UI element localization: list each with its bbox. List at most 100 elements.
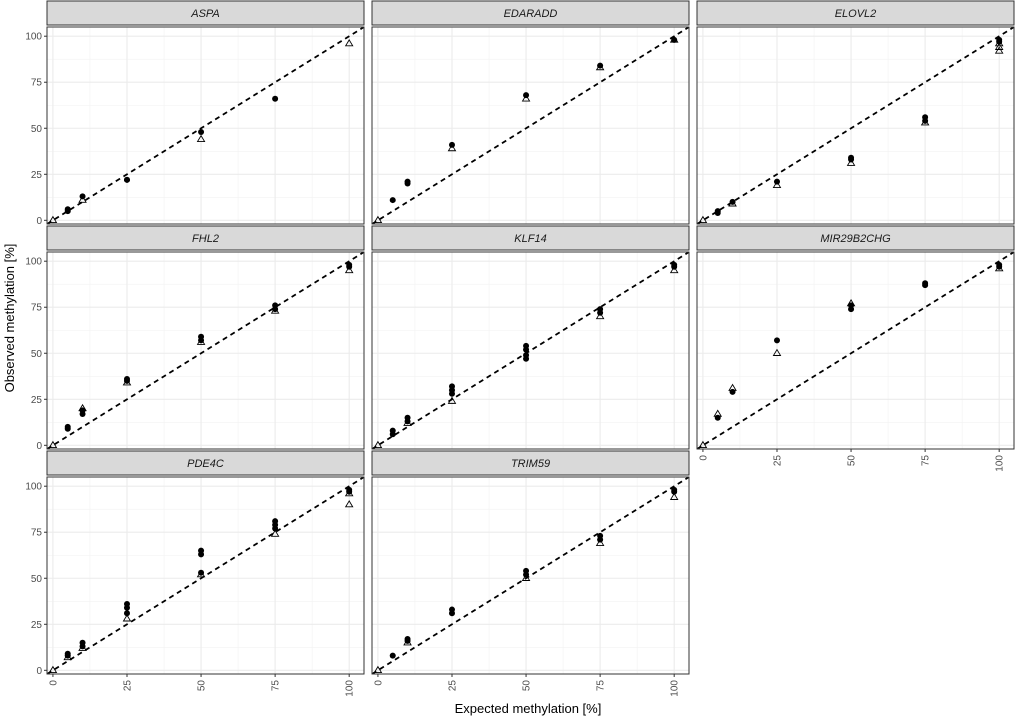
x-axis-title: Expected methylation [%] [455, 701, 602, 716]
x-tick-label: 50 [847, 455, 858, 467]
y-tick-label: 25 [31, 395, 43, 406]
y-tick-label: 50 [31, 124, 43, 135]
x-tick-label: 75 [921, 455, 932, 467]
y-tick-label: 50 [31, 349, 43, 360]
data-point-open [344, 265, 354, 274]
panel-title: PDE4C [187, 458, 224, 470]
data-point-open [78, 195, 87, 203]
panel-title: MIR29B2CHG [820, 233, 891, 245]
data-point-open [994, 42, 1004, 50]
panel-background [372, 477, 689, 674]
data-point-filled [714, 414, 721, 421]
data-point-filled [64, 208, 71, 215]
data-point-filled [79, 411, 86, 418]
data-point-filled [773, 337, 780, 344]
data-point-filled [272, 95, 279, 102]
data-point-filled [198, 551, 205, 558]
data-point-open [595, 538, 605, 546]
panel-background [372, 252, 689, 449]
data-point-filled [389, 652, 396, 659]
data-point-filled [272, 525, 279, 532]
data-point-open [772, 180, 782, 189]
panel: ASPA 0 25 50 75 100 [25, 0, 365, 227]
data-point-open [698, 215, 708, 224]
data-point-filled [64, 425, 71, 432]
data-point-open [447, 396, 457, 404]
panel: FHL2 0 25 50 75 100 [25, 225, 365, 452]
panel-strip [371, 0, 690, 26]
y-tick-label: 50 [31, 574, 43, 585]
panel: PDE4C 0 25 50 75 100 0 25 50 75 100 [25, 450, 365, 697]
data-point-open [344, 489, 354, 497]
data-point-open [521, 94, 531, 102]
x-tick-label: 50 [522, 680, 533, 692]
x-tick-label: 100 [995, 455, 1006, 472]
data-point-filled [123, 176, 130, 183]
panel-border [371, 251, 690, 450]
data-point-open [521, 573, 531, 581]
data-point-open [994, 39, 1004, 47]
data-point-open [48, 665, 58, 674]
y-tick-label: 75 [31, 303, 43, 314]
panel-border [371, 476, 690, 675]
data-point-filled [671, 488, 678, 495]
y-tick-label: 25 [31, 620, 43, 631]
data-point-open [728, 199, 737, 207]
data-point-open [669, 492, 679, 500]
data-point-open [728, 383, 737, 391]
panel-strip [696, 225, 1015, 251]
data-point-open [595, 62, 605, 71]
x-tick-label: 0 [698, 455, 709, 461]
data-point-open [669, 35, 679, 43]
data-point-filled [523, 346, 530, 353]
y-tick-label: 100 [25, 257, 42, 268]
y-tick-label: 0 [36, 666, 42, 677]
panel-border [46, 26, 365, 225]
data-point-filled [922, 280, 929, 287]
y-axis-title: Observed methylation [%] [2, 244, 17, 393]
data-point-filled [448, 390, 455, 397]
data-point-filled [123, 610, 130, 617]
x-tick-label: 75 [596, 680, 607, 692]
data-point-open [698, 440, 708, 449]
panel-background [47, 477, 364, 674]
x-tick-label: 25 [122, 680, 133, 692]
panel-strip [371, 225, 690, 251]
data-point-open [63, 652, 73, 661]
panel-title: TRIM59 [511, 458, 550, 470]
data-point-filled [389, 431, 396, 438]
x-tick-label: 75 [271, 680, 282, 692]
data-point-open [669, 265, 679, 274]
data-point-open [196, 134, 206, 142]
data-point-open [373, 215, 383, 224]
data-point-open [713, 409, 723, 417]
panel-background [47, 27, 364, 224]
panel-border [371, 26, 690, 225]
data-point-open [48, 440, 58, 449]
x-tick-label: 25 [772, 455, 783, 467]
y-tick-label: 100 [25, 482, 42, 493]
panel-background [697, 27, 1014, 224]
data-point-open [196, 337, 206, 345]
panel-border [696, 26, 1015, 225]
panel-strip [46, 0, 365, 26]
panel-strip [46, 225, 365, 251]
data-point-open [595, 311, 605, 320]
data-point-open [846, 298, 856, 307]
panel-background [697, 252, 1014, 449]
data-point-open [196, 570, 206, 578]
data-point-filled [714, 209, 721, 216]
panel-title: KLF14 [514, 233, 546, 245]
data-point-open [373, 665, 383, 674]
data-point-open [344, 39, 354, 47]
panel-strip [46, 450, 365, 476]
x-tick-label: 50 [197, 680, 208, 692]
data-point-open [270, 529, 280, 537]
x-tick-label: 0 [48, 680, 59, 686]
data-point-open [447, 143, 457, 152]
data-point-open [373, 440, 383, 449]
y-tick-label: 75 [31, 528, 43, 539]
data-point-filled [198, 128, 205, 135]
data-point-open [122, 378, 132, 386]
